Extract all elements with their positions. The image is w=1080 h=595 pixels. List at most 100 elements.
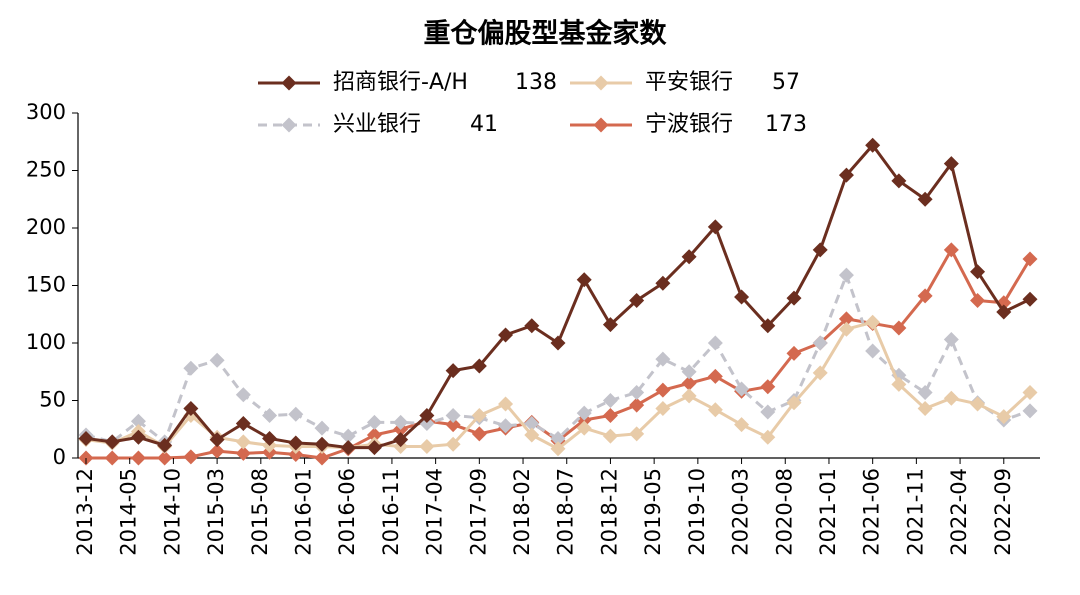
point-marker bbox=[891, 320, 907, 336]
point-marker bbox=[445, 436, 461, 452]
point-marker bbox=[760, 318, 776, 334]
point-marker bbox=[1022, 384, 1038, 400]
point-marker bbox=[917, 288, 933, 304]
series-line bbox=[86, 246, 1032, 460]
point-marker bbox=[786, 395, 802, 411]
point-marker bbox=[209, 432, 225, 448]
point-marker bbox=[393, 414, 409, 430]
point-marker bbox=[655, 351, 671, 367]
point-marker bbox=[445, 407, 461, 423]
point-marker bbox=[288, 435, 304, 451]
y-tick-label: 100 bbox=[26, 330, 66, 354]
point-marker bbox=[524, 427, 540, 443]
point-marker bbox=[602, 393, 618, 408]
point-marker bbox=[865, 343, 881, 359]
point-marker bbox=[235, 434, 251, 450]
point-marker bbox=[681, 388, 697, 404]
plot-area bbox=[78, 137, 1038, 466]
point-marker bbox=[707, 219, 723, 235]
point-marker bbox=[602, 428, 618, 444]
point-marker bbox=[812, 365, 828, 381]
point-marker bbox=[970, 264, 986, 280]
legend-value: 41 bbox=[470, 112, 498, 137]
point-marker bbox=[970, 292, 986, 308]
point-marker bbox=[419, 439, 435, 454]
point-marker bbox=[314, 436, 330, 452]
point-marker bbox=[576, 420, 592, 436]
point-marker bbox=[130, 429, 146, 445]
point-marker bbox=[366, 427, 382, 443]
point-marker bbox=[262, 407, 278, 423]
point-marker bbox=[445, 363, 461, 379]
point-marker bbox=[838, 311, 854, 327]
x-tick-label: 2015-08 bbox=[248, 468, 272, 556]
point-marker bbox=[550, 430, 566, 446]
series bbox=[78, 267, 1038, 450]
y-tick-label: 200 bbox=[26, 215, 66, 239]
point-marker bbox=[996, 409, 1012, 425]
point-marker bbox=[104, 450, 120, 466]
x-tick-label: 2017-09 bbox=[466, 468, 490, 556]
point-marker bbox=[550, 441, 566, 457]
legend-label: 招商银行-A/H bbox=[333, 70, 468, 95]
point-marker bbox=[629, 292, 645, 308]
point-marker bbox=[655, 275, 671, 291]
legend-marker bbox=[593, 75, 609, 91]
point-marker bbox=[104, 434, 120, 450]
point-marker bbox=[471, 407, 487, 423]
point-marker bbox=[209, 443, 225, 459]
point-marker bbox=[130, 413, 146, 429]
series-line bbox=[85, 142, 1031, 450]
point-marker bbox=[602, 317, 618, 333]
y-tick-label: 0 bbox=[53, 445, 66, 469]
y-tick-label: 300 bbox=[26, 100, 66, 124]
point-marker bbox=[366, 440, 382, 456]
point-marker bbox=[629, 384, 645, 400]
point-marker bbox=[812, 242, 828, 258]
point-marker bbox=[602, 407, 618, 423]
point-marker bbox=[445, 417, 461, 433]
point-marker bbox=[734, 381, 750, 397]
x-tick-label: 2016-06 bbox=[335, 468, 359, 556]
x-tick-label: 2015-03 bbox=[204, 468, 228, 556]
point-marker bbox=[419, 407, 435, 423]
point-marker bbox=[130, 450, 146, 466]
point-marker bbox=[943, 332, 959, 348]
legend-label: 宁波银行 bbox=[645, 112, 733, 137]
point-marker bbox=[786, 345, 802, 361]
point-marker bbox=[655, 401, 671, 417]
legend-marker bbox=[281, 75, 297, 91]
y-tick-label: 250 bbox=[26, 158, 66, 182]
point-marker bbox=[288, 406, 304, 422]
point-marker bbox=[235, 416, 251, 431]
series bbox=[78, 137, 1038, 456]
point-marker bbox=[917, 384, 933, 400]
point-marker bbox=[1022, 403, 1038, 419]
point-marker bbox=[629, 397, 645, 413]
point-marker bbox=[393, 432, 409, 448]
point-marker bbox=[786, 290, 802, 306]
point-marker bbox=[707, 368, 723, 384]
point-marker bbox=[1022, 251, 1038, 267]
point-marker bbox=[734, 289, 750, 305]
point-marker bbox=[183, 449, 199, 465]
point-marker bbox=[498, 418, 514, 434]
x-tick-label: 2019-10 bbox=[685, 468, 709, 556]
legend-label: 平安银行 bbox=[645, 70, 733, 95]
point-marker bbox=[524, 318, 540, 334]
y-tick-label: 50 bbox=[39, 388, 66, 412]
point-marker bbox=[760, 404, 776, 420]
point-marker bbox=[1022, 291, 1038, 307]
point-marker bbox=[707, 335, 723, 351]
x-tick-label: 2021-01 bbox=[816, 468, 840, 556]
x-tick-label: 2022-09 bbox=[991, 468, 1015, 556]
point-marker bbox=[235, 387, 251, 403]
x-tick-label: 2020-03 bbox=[729, 468, 753, 556]
x-tick-label: 2021-11 bbox=[903, 468, 927, 556]
point-marker bbox=[734, 417, 750, 433]
x-tick-label: 2019-05 bbox=[641, 468, 665, 556]
x-tick-label: 2022-04 bbox=[947, 468, 971, 556]
point-marker bbox=[838, 267, 854, 283]
point-marker bbox=[891, 173, 907, 189]
legend-value: 57 bbox=[772, 70, 800, 95]
